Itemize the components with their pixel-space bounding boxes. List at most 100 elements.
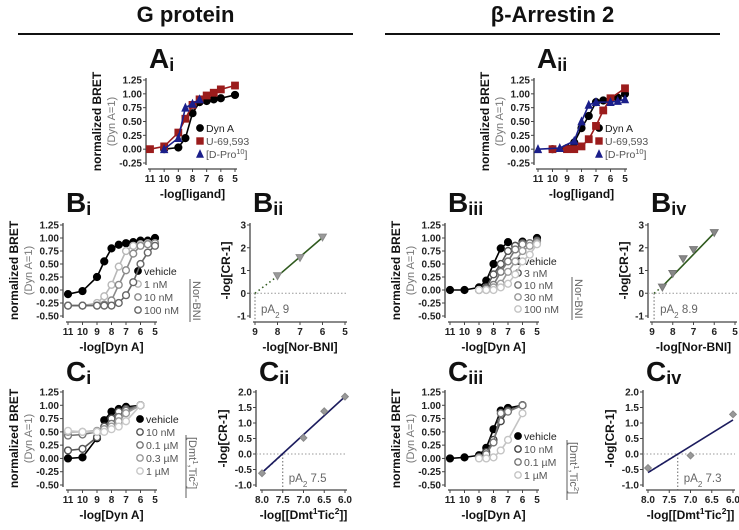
x-tick-label: 8.0 [641, 495, 655, 506]
x-axis-label: -log[ligand] [549, 187, 614, 201]
panel-label: Ci [66, 356, 91, 388]
data-point [78, 427, 87, 436]
x-tick-label: 9 [94, 327, 100, 338]
series-0: vehicle [63, 233, 177, 299]
data-point [621, 84, 629, 93]
y-tick-label: 0.50 [511, 117, 531, 128]
x-tick-label: 10 [159, 174, 171, 185]
x-tick-label: 6 [320, 327, 326, 338]
data-point [195, 94, 204, 104]
legend-label: Dyn A [605, 123, 633, 135]
data-point [511, 245, 520, 254]
legend-label: 10 nM [144, 292, 173, 304]
chart-biv: Biv -1 0 1 2 3 9 8 7 6 5 -log[CR-1] -log[Nor-BNI] pA2… [617, 187, 738, 354]
data-point [230, 90, 240, 100]
y-tick-label: 1.00 [511, 89, 531, 100]
panel-label: Aii [537, 43, 567, 75]
data-point [511, 270, 520, 279]
data-point [63, 446, 73, 455]
data-point [209, 88, 218, 97]
y-tick-label: -1.0 [622, 481, 640, 492]
y-tick-label: 0.25 [40, 273, 60, 284]
data-point [181, 102, 190, 112]
y-tick-label: 0.25 [123, 131, 143, 142]
data-point [114, 280, 123, 289]
x-tick-label: 6.0 [338, 495, 352, 506]
data-point [503, 435, 513, 444]
data-point [114, 422, 123, 431]
header-beta-arrestin: β-Arrestin 2 [490, 2, 615, 27]
y-tick-label: 1.5 [238, 403, 252, 414]
data-point [518, 401, 527, 410]
x-tick-label: 7 [505, 327, 511, 338]
chart-biii: Biii -0.50 -0.25 0.00 0.25 0.50 0.75 1.00 1.25 11… [389, 187, 584, 354]
series-0 [643, 410, 738, 473]
panel-label: Ciii [448, 356, 483, 388]
data-point [496, 283, 505, 292]
y-axis-label: (Dyn A=1) [405, 414, 417, 463]
x-tick-label: 6 [711, 327, 717, 338]
regression-line [647, 419, 734, 474]
y-axis-label: -log[CR-1] [216, 410, 230, 468]
data-point [474, 285, 484, 295]
x-tick-label: 7.0 [684, 495, 698, 506]
x-tick-label: 10 [77, 495, 89, 506]
legend-marker [136, 441, 144, 449]
x-axis-label: -log[Dyn A] [79, 340, 143, 354]
x-tick-label: 10 [459, 495, 471, 506]
x-tick-label: 11 [445, 495, 456, 506]
y-tick-label: 2.0 [625, 388, 639, 399]
y-tick-label: 0.00 [40, 454, 60, 465]
x-tick-label: 10 [77, 327, 89, 338]
x-tick-label: 6 [520, 327, 526, 338]
y-tick-label: 0.00 [511, 145, 531, 156]
y-tick-label: 1.00 [422, 401, 442, 412]
data-point [114, 240, 123, 249]
data-point [577, 116, 586, 126]
data-point [107, 244, 116, 253]
data-point [216, 94, 225, 103]
y-tick-label: 0 [638, 289, 644, 300]
legend-label: 10 nM [146, 427, 175, 439]
panel-label: Biii [448, 187, 483, 219]
x-tick-label: 10 [547, 174, 559, 185]
data-point [320, 407, 329, 416]
data-point [121, 239, 131, 248]
y-axis-label: (Dyn A=1) [23, 246, 35, 295]
x-tick-label: 5 [152, 327, 158, 338]
data-point [686, 451, 695, 460]
y-tick-label: 0.5 [238, 434, 252, 445]
data-point [143, 240, 152, 249]
y-tick-label: -0.50 [36, 312, 59, 323]
legend-label: 30 nM [524, 292, 553, 304]
data-point [216, 85, 225, 94]
y-tick-label: 0.25 [422, 273, 442, 284]
x-tick-label: 8 [190, 174, 196, 185]
y-axis-label: (Dyn A=1) [494, 97, 506, 146]
pa2-label: pA2 9 [261, 304, 289, 320]
data-point [584, 135, 593, 144]
data-point [460, 453, 469, 462]
x-tick-label: 7 [204, 174, 210, 185]
data-point [78, 301, 87, 310]
data-point [129, 278, 138, 287]
x-tick-label: 11 [533, 174, 544, 185]
data-point [114, 262, 123, 271]
data-point [146, 145, 154, 154]
data-point [159, 144, 169, 154]
panel-label: Ai [149, 43, 174, 75]
legend-label: [D-Pro10] [605, 147, 647, 162]
data-point [525, 250, 534, 259]
data-point [728, 410, 738, 419]
x-tick-label: 6 [520, 495, 526, 506]
y-tick-label: 2 [638, 243, 644, 254]
data-point [667, 270, 678, 279]
y-tick-label: 0.00 [123, 145, 143, 156]
y-tick-label: 1.00 [40, 234, 60, 245]
y-axis-label: (Dyn A=1) [23, 414, 35, 463]
data-point [496, 244, 505, 253]
data-point [92, 427, 102, 436]
legend-marker [134, 306, 142, 314]
data-point [511, 257, 520, 266]
